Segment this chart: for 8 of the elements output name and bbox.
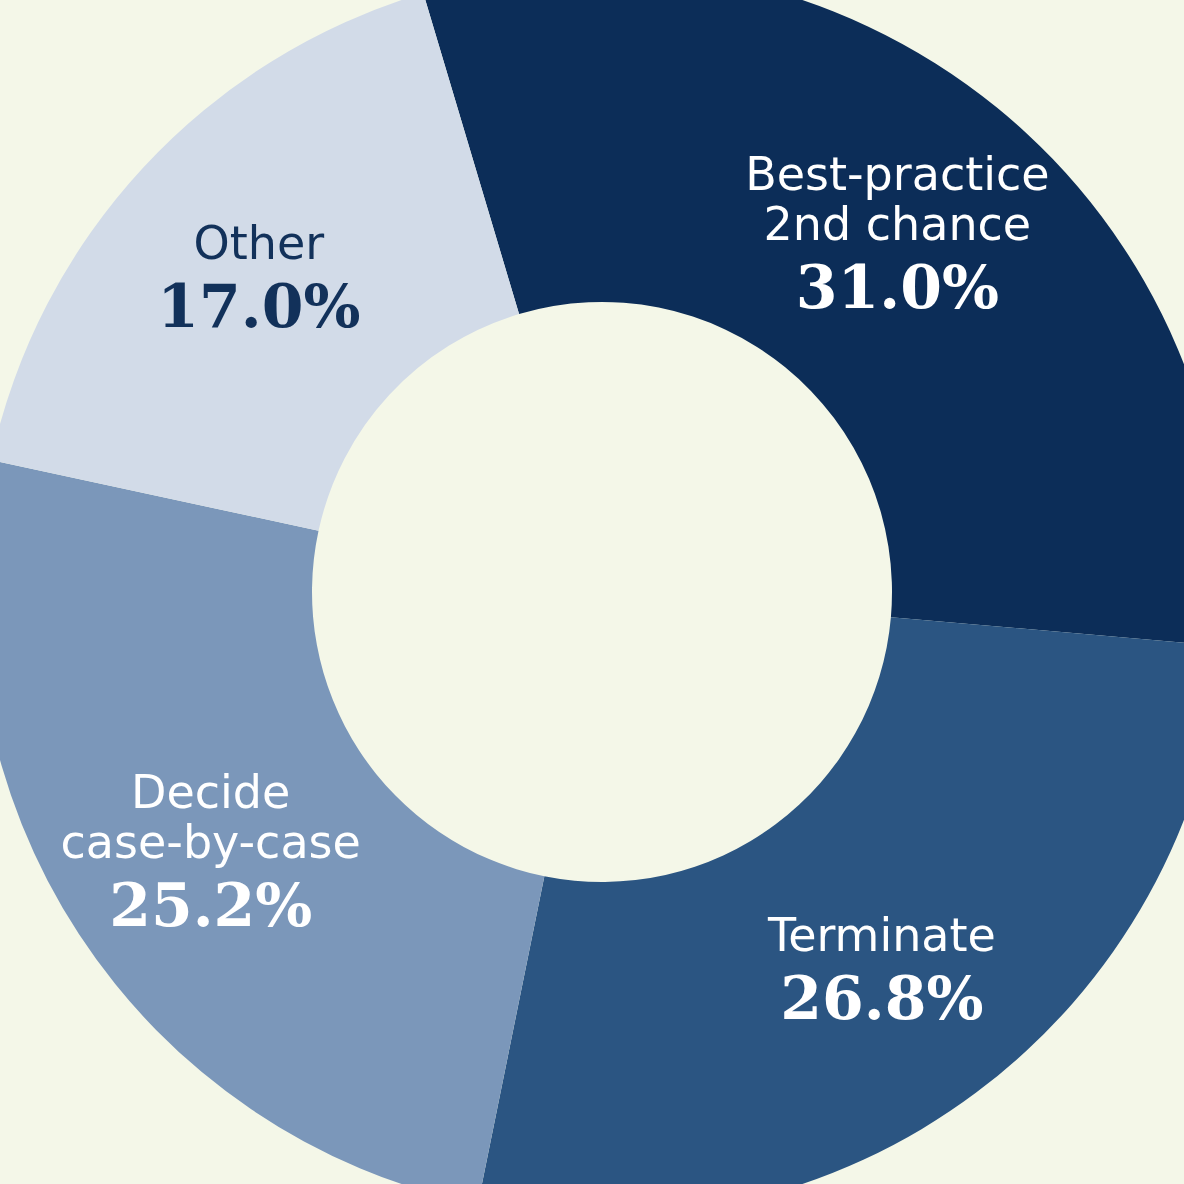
data-label: 17.0%	[157, 271, 361, 342]
slice-label: Other	[193, 216, 325, 271]
slice-label: Terminate	[766, 908, 996, 963]
data-label: 25.2%	[109, 869, 313, 940]
data-label: 26.8%	[780, 963, 984, 1034]
slice-label: Decide case-by-case	[60, 764, 361, 869]
data-label: 31.0%	[795, 251, 999, 322]
slice-label: Best-practice 2nd chance	[745, 146, 1050, 251]
